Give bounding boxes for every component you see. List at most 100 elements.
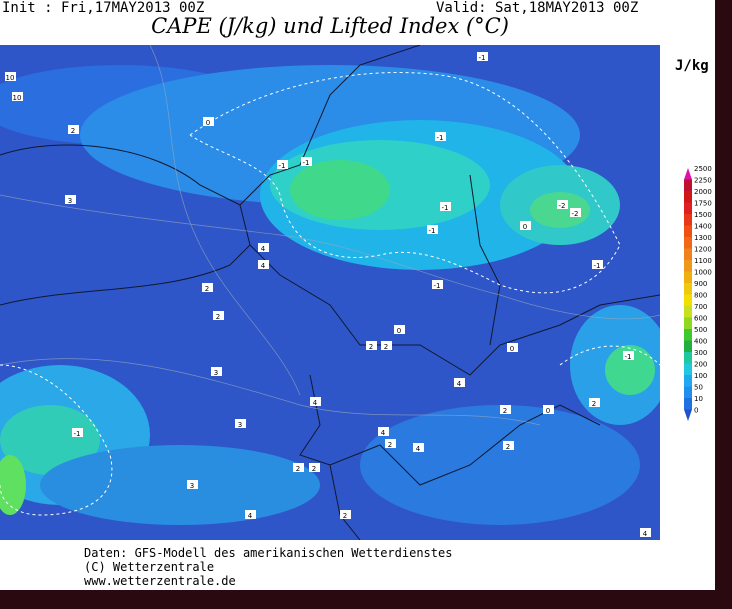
contour-label: 3 [68,197,72,205]
contour-label: 4 [261,262,266,270]
colorbar-label: 900 [694,280,707,288]
colorbar-label: 2500 [694,165,712,173]
label-box [381,341,392,350]
colorbar-swatch [684,237,692,249]
label-box [570,208,581,217]
contour-label: -1 [74,430,81,438]
label-box [413,443,424,452]
contour-label: -1 [442,204,449,212]
contour-label: 4 [261,245,266,253]
contour-label: 2 [506,443,510,451]
colorbar-label: 800 [694,292,707,300]
contour-label: 10 [13,94,22,102]
colorbar-label: 400 [694,338,707,346]
label-box [543,405,554,414]
label-box [394,325,405,334]
contour-label: 3 [238,421,242,429]
contour-label: 2 [384,343,388,351]
colorbar-swatch [684,340,692,352]
label-box [310,397,321,406]
colorbar-label: 10 [694,395,703,403]
footer-source: Daten: GFS-Modell des amerikanischen Wet… [84,546,453,560]
label-box [258,260,269,269]
colorbar-swatch [684,386,692,398]
init-time: Init : Fri,17MAY2013 00Z [2,0,205,16]
colorbar-label: 500 [694,326,707,334]
contour-label: 4 [248,512,253,520]
frame-right [715,0,732,609]
colorbar-swatch [684,191,692,203]
colorbar-label: 300 [694,349,707,357]
label-box [187,480,198,489]
label-box [277,160,288,169]
colorbar-swatch [684,363,692,375]
colorbar-swatch [684,248,692,260]
contour-label: 2 [205,285,209,293]
label-box [507,343,518,352]
label-box [12,92,23,101]
contour-label: -1 [625,353,632,361]
contour-label: 4 [381,429,386,437]
label-box [592,260,603,269]
colorbar-swatch [684,306,692,318]
colorbar-label: 600 [694,315,707,323]
contour-label: 2 [388,441,392,449]
label-box [454,378,465,387]
label-box [203,117,214,126]
lifted-index-zero [0,72,660,516]
label-box [340,510,351,519]
contour-label: 0 [397,327,401,335]
label-box [432,280,443,289]
contour-label: 3 [190,482,194,490]
colorbar-swatch [684,260,692,272]
contour-label: 4 [457,380,462,388]
colorbar-swatch [684,179,692,191]
colorbar-swatch [684,375,692,387]
label-box [245,510,256,519]
contour-label: 2 [503,407,507,415]
colorbar-swatch [684,352,692,364]
label-box [65,195,76,204]
colorbar-swatch [684,398,692,410]
colorbar-label: 1100 [694,257,712,265]
colorbar-label: 2000 [694,188,712,196]
contour-label: -1 [434,282,441,290]
colorbar-label: 1500 [694,211,712,219]
contour-label: 4 [313,399,318,407]
label-box [68,125,79,134]
contour-label: 2 [216,313,220,321]
contour-label: 0 [523,223,527,231]
label-box [235,419,246,428]
contour-label: 2 [312,465,316,473]
colorbar-label: 1750 [694,200,712,208]
colorbar: 2500225020001750150014001300120011001000… [684,165,712,421]
footer-copyright: (C) Wetterzentrale [84,560,215,574]
colorbar-label: 700 [694,303,707,311]
label-box [378,427,389,436]
colorbar-label: 200 [694,361,707,369]
contour-label: 3 [214,369,218,377]
contour-label: -1 [594,262,601,270]
colorbar-swatch [684,409,692,421]
map-title: CAPE (J/kg) und Lifted Index (°C) [151,14,509,38]
colorbar-swatch [684,214,692,226]
contour-label: 4 [416,445,421,453]
contour-label: 4 [643,530,648,538]
label-box [589,398,600,407]
contour-label: -1 [279,162,286,170]
frame-bottom [0,590,732,609]
label-box [427,225,438,234]
isolines [0,45,660,426]
label-box [211,367,222,376]
contour-label: 2 [343,512,347,520]
colorbar-label: 2250 [694,177,712,185]
label-box [366,341,377,350]
label-box [557,200,568,209]
colorbar-swatch [684,294,692,306]
contour-label: -1 [437,134,444,142]
colorbar-swatch [684,168,692,180]
colorbar-swatch [684,202,692,214]
contour-label: 2 [71,127,75,135]
label-box [309,463,320,472]
contour-label: 0 [206,119,210,127]
